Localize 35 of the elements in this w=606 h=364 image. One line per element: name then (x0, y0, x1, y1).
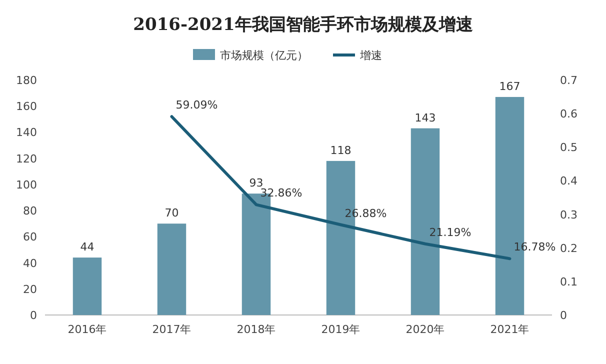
y2-tick-label: 0.1 (560, 275, 578, 288)
y-tick-label: 100 (16, 178, 37, 192)
y2-tick-label: 0.4 (560, 174, 578, 188)
x-tick-label: 2019年 (321, 323, 360, 336)
x-tick-label: 2021年 (490, 323, 530, 336)
legend-label: 市场规模（亿元） (220, 49, 308, 62)
y-tick-label: 0 (30, 309, 37, 322)
data-label: 59.09% (176, 98, 218, 112)
y-tick-label: 40 (23, 256, 37, 270)
data-label: 118 (330, 144, 352, 157)
data-label: 44 (80, 240, 94, 254)
y-tick-label: 180 (16, 74, 37, 87)
chart-title: 2016-2021年我国智能手环市场规模及增速 (133, 15, 473, 35)
x-tick-label: 2018年 (236, 323, 276, 336)
y-tick-label: 120 (16, 152, 37, 166)
y2-tick-label: 0.2 (560, 242, 578, 255)
data-label: 167 (499, 80, 520, 93)
y2-tick-label: 0 (560, 309, 567, 322)
data-label: 143 (414, 111, 436, 124)
bar (157, 224, 186, 315)
y2-tick-label: 0.7 (560, 74, 578, 87)
y-tick-label: 160 (16, 100, 37, 114)
y2-tick-label: 0.6 (560, 108, 578, 121)
y2-tick-label: 0.5 (560, 141, 578, 154)
bar (72, 258, 102, 315)
x-tick-label: 2020年 (406, 323, 445, 336)
y-tick-label: 80 (23, 204, 37, 218)
y-tick-label: 140 (16, 126, 37, 140)
x-tick-label: 2017年 (152, 323, 192, 336)
data-label: 70 (164, 206, 179, 220)
x-tick-label: 2016年 (68, 323, 107, 336)
legend-label: 增速 (359, 49, 382, 62)
y2-tick-label: 0.3 (560, 208, 578, 222)
y-tick-label: 20 (23, 282, 37, 296)
y-tick-label: 60 (23, 230, 37, 244)
